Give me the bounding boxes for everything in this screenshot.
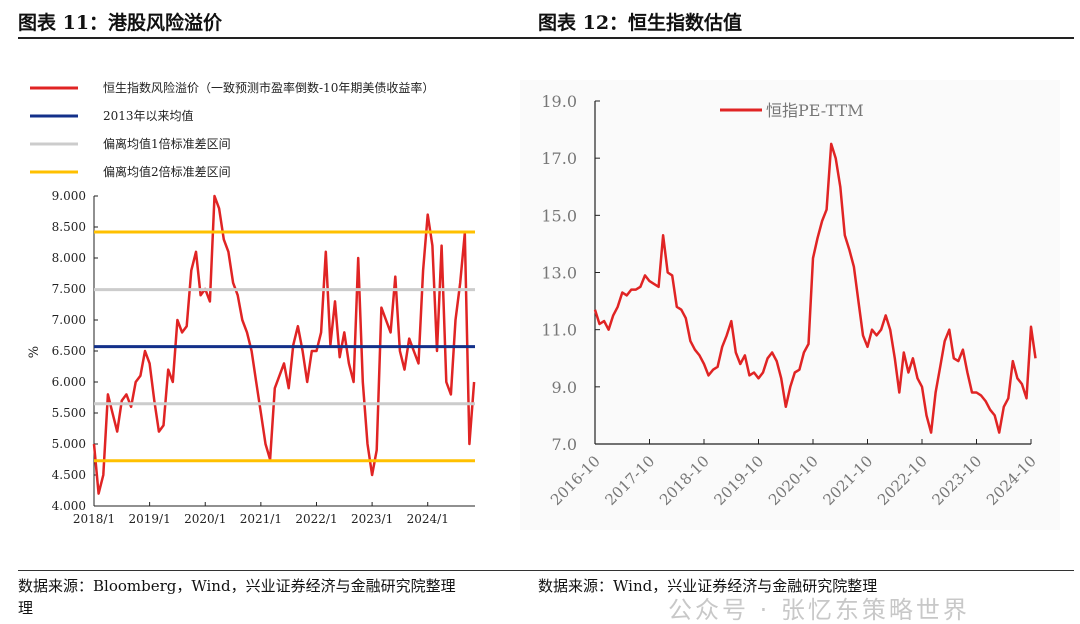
y-tick-label: 15.0	[541, 206, 577, 225]
x-tick-label: 2022/1	[295, 512, 337, 526]
x-tick-label: 2016-10	[547, 452, 604, 509]
x-tick-label: 2023/1	[351, 512, 393, 526]
left-source: 数据来源：Bloomberg，Wind，兴业证券经济与金融研究院整理 理	[18, 575, 518, 619]
right-chart-title: 图表 12：恒生指数估值	[538, 12, 743, 34]
y-axis-label: %	[27, 346, 42, 358]
legend-label: 偏离均值1倍标准差区间	[103, 136, 231, 151]
legend-label: 2013年以来均值	[103, 108, 194, 123]
y-tick-label: 7.0	[552, 435, 577, 454]
y-tick-label: 9.0	[552, 378, 577, 397]
y-tick-label: 7.000	[52, 313, 86, 327]
x-tick-label: 2020-10	[765, 452, 822, 509]
y-tick-label: 5.000	[52, 437, 86, 451]
y-tick-label: 4.500	[52, 468, 86, 482]
y-tick-label: 8.500	[52, 220, 86, 234]
y-tick-label: 4.000	[52, 499, 86, 513]
risk-premium-series-line	[92, 194, 476, 495]
pe-ttm-series-line	[593, 142, 1037, 434]
x-tick-label: 2022-10	[874, 452, 931, 509]
y-tick-label: 5.500	[52, 406, 86, 420]
x-tick-label: 2017-10	[602, 452, 659, 509]
x-tick-label: 2018/1	[73, 512, 115, 526]
left-source-line2: 理	[18, 599, 34, 617]
y-tick-label: 8.000	[52, 251, 86, 265]
y-tick-label: 9.000	[52, 189, 86, 203]
y-tick-label: 6.500	[52, 344, 86, 358]
right-source: 数据来源：Wind，兴业证券经济与金融研究院整理	[538, 577, 878, 595]
right-chart-background	[520, 80, 1060, 530]
y-tick-label: 19.0	[541, 92, 577, 111]
x-tick-label: 2024/1	[407, 512, 449, 526]
x-tick-label: 2020/1	[184, 512, 226, 526]
left-chart-title: 图表 11：港股风险溢价	[18, 12, 223, 34]
x-tick-label: 2023-10	[929, 452, 986, 509]
source-divider	[18, 570, 1074, 571]
y-tick-label: 6.000	[52, 375, 86, 389]
x-tick-label: 2024-10	[983, 452, 1040, 509]
x-tick-label: 2019/1	[129, 512, 171, 526]
y-tick-label: 13.0	[541, 264, 577, 283]
title-divider	[18, 37, 1074, 39]
legend-label: 偏离均值2倍标准差区间	[103, 164, 231, 179]
x-tick-label: 2018-10	[656, 452, 713, 509]
y-tick-label: 11.0	[541, 321, 577, 340]
x-tick-label: 2021/1	[240, 512, 282, 526]
legend-label: 恒生指数风险溢价（一致预测市盈率倒数-10年期美债收益率）	[103, 80, 434, 95]
x-tick-label: 2021-10	[820, 452, 877, 509]
y-tick-label: 7.500	[52, 282, 86, 296]
legend-label: 恒指PE-TTM	[766, 101, 864, 120]
x-tick-label: 2019-10	[711, 452, 768, 509]
y-tick-label: 17.0	[541, 149, 577, 168]
watermark: 公众号 · 张忆东策略世界	[668, 596, 970, 624]
left-source-line1: 数据来源：Bloomberg，Wind，兴业证券经济与金融研究院整理	[18, 577, 456, 595]
